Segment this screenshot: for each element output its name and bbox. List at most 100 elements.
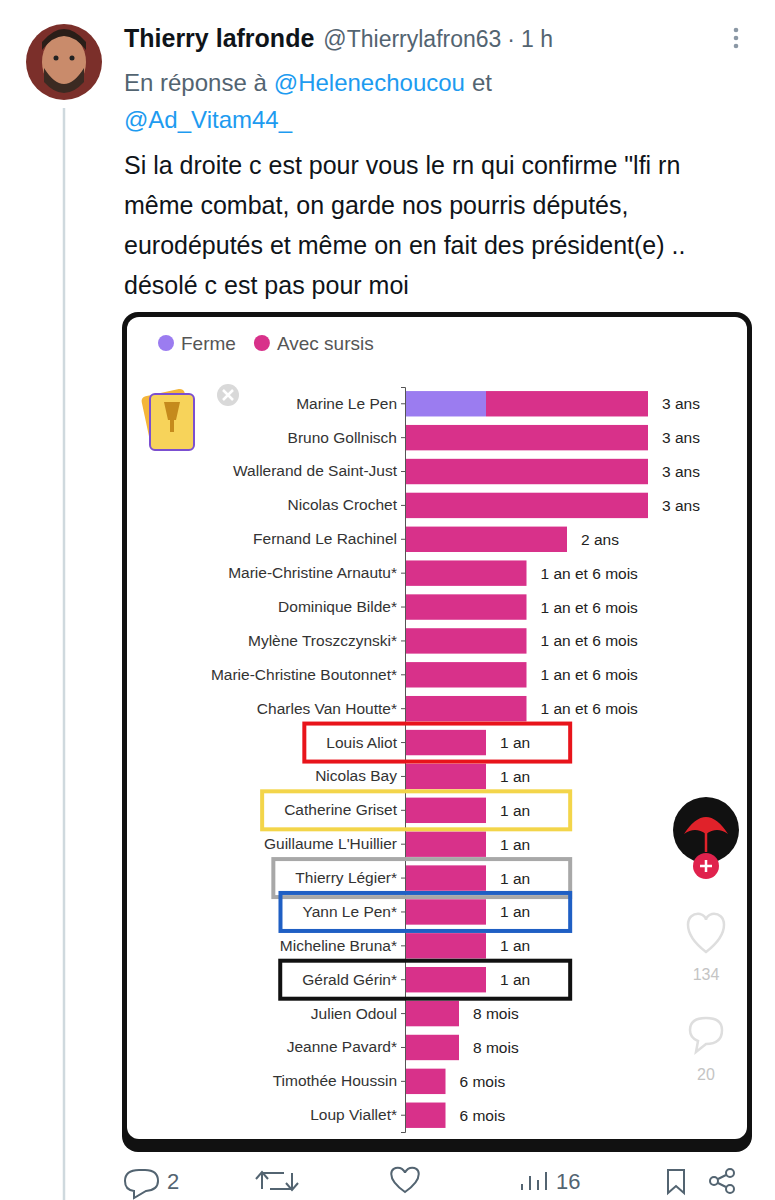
bar bbox=[405, 391, 486, 416]
tick: Marine Le Pen bbox=[296, 395, 405, 412]
tick-label: Marie-Christine Arnautu* bbox=[228, 564, 397, 581]
total-label: 6 mois bbox=[460, 1107, 506, 1124]
total-label: 8 mois bbox=[473, 1005, 519, 1022]
media-frame[interactable] bbox=[122, 312, 752, 1152]
tick-label: Nicolas Bay bbox=[315, 767, 397, 784]
tick: Guillaume L'Huillier bbox=[264, 835, 405, 852]
tick-mark bbox=[401, 1081, 405, 1082]
tick-mark bbox=[401, 539, 405, 540]
tick-mark bbox=[401, 437, 405, 438]
tick: Julien Odoul bbox=[311, 1005, 405, 1022]
more-menu[interactable] bbox=[734, 28, 739, 49]
highlight-box bbox=[262, 791, 570, 829]
share-button[interactable] bbox=[710, 1169, 734, 1193]
sticker[interactable] bbox=[141, 388, 196, 452]
handle[interactable]: @Thierrylafron63 bbox=[323, 26, 501, 52]
tick-label: Timothée Houssin bbox=[273, 1072, 397, 1089]
total-labels: 3 ans3 ans3 ans3 ans2 ans1 an et 6 mois1… bbox=[460, 395, 701, 1123]
tick-mark bbox=[401, 708, 405, 709]
total-label: 1 an bbox=[500, 734, 530, 751]
bar bbox=[405, 628, 527, 653]
time[interactable]: 1 h bbox=[521, 26, 553, 52]
tick-mark bbox=[401, 878, 405, 879]
bar bbox=[405, 865, 486, 890]
tick-mark bbox=[401, 607, 405, 608]
highlight-box bbox=[280, 893, 570, 931]
author-name[interactable]: Thierry lafronde bbox=[124, 24, 314, 52]
close-button[interactable] bbox=[217, 384, 239, 406]
tick-mark bbox=[401, 1013, 405, 1014]
total-label: 1 an et 6 mois bbox=[541, 632, 639, 649]
tick-mark bbox=[401, 844, 405, 845]
total-label: 1 an et 6 mois bbox=[541, 700, 639, 717]
tick: Wallerand de Saint-Just bbox=[233, 462, 405, 479]
like-count: 134 bbox=[693, 966, 720, 983]
tick: Loup Viallet* bbox=[310, 1106, 405, 1123]
tick-label: Jeanne Pavard* bbox=[287, 1038, 397, 1055]
tweet-text: même combat, on garde nos pourris député… bbox=[124, 191, 628, 219]
tweet-text: Si la droite c est pour vous le rn qui c… bbox=[124, 151, 680, 179]
reply-line: En réponse à @Helenechoucou et bbox=[124, 69, 492, 96]
menu-dot bbox=[734, 44, 739, 49]
tick-mark bbox=[401, 573, 405, 574]
reply-prefix: En réponse à bbox=[124, 69, 267, 96]
bar bbox=[405, 527, 567, 552]
reply-button[interactable] bbox=[125, 1170, 158, 1198]
bar bbox=[405, 1103, 446, 1128]
repost-button[interactable] bbox=[256, 1172, 298, 1190]
bar bbox=[405, 459, 648, 484]
highlight-box bbox=[280, 961, 570, 999]
highlights bbox=[262, 724, 570, 999]
tick: Yann Le Pen* bbox=[302, 903, 405, 920]
tick-mark bbox=[401, 640, 405, 641]
tick-label: Mylène Troszczynski* bbox=[248, 632, 397, 649]
comment-count: 20 bbox=[697, 1066, 715, 1083]
view-count: 16 bbox=[556, 1169, 580, 1194]
tick: Nicolas Crochet bbox=[288, 496, 405, 513]
reply-joiner: et bbox=[472, 69, 492, 96]
like-button[interactable] bbox=[688, 914, 724, 952]
reply-handle[interactable]: @Ad_Vitam44_ bbox=[124, 106, 293, 133]
legend: Ferme Avec sursis bbox=[158, 333, 374, 354]
bar bbox=[405, 967, 486, 992]
reply-handle[interactable]: @Helenechoucou bbox=[274, 69, 465, 96]
tick-label: Gérald Gérin* bbox=[302, 971, 397, 988]
total-label: 1 an et 6 mois bbox=[541, 565, 639, 582]
total-label: 6 mois bbox=[460, 1073, 506, 1090]
channel-logo[interactable] bbox=[673, 797, 739, 879]
tick-mark bbox=[401, 945, 405, 946]
bar bbox=[405, 1035, 459, 1060]
comment-button[interactable] bbox=[690, 1018, 722, 1052]
tick-label: Catherine Griset bbox=[284, 801, 398, 818]
tick-mark bbox=[401, 1047, 405, 1048]
tick: Charles Van Houtte* bbox=[257, 700, 405, 717]
menu-dot bbox=[734, 28, 739, 33]
total-label: 2 ans bbox=[581, 531, 619, 548]
legend-label: Ferme bbox=[181, 333, 236, 354]
tick-mark bbox=[401, 979, 405, 980]
tick-mark bbox=[401, 1115, 405, 1116]
avatar[interactable] bbox=[26, 24, 102, 100]
tick: Timothée Houssin bbox=[273, 1072, 405, 1089]
bar bbox=[405, 764, 486, 789]
total-label: 1 an et 6 mois bbox=[541, 599, 639, 616]
bar bbox=[405, 933, 486, 958]
tick: Thierry Légier* bbox=[295, 869, 405, 886]
legend-label: Avec sursis bbox=[277, 333, 374, 354]
tick: Louis Aliot bbox=[326, 734, 405, 751]
bar bbox=[405, 425, 648, 450]
bar bbox=[405, 798, 486, 823]
views-button[interactable] bbox=[522, 1172, 546, 1190]
tick-label: Micheline Bruna* bbox=[280, 937, 397, 954]
like-tweet-button[interactable] bbox=[391, 1168, 419, 1192]
total-label: 1 an bbox=[500, 802, 530, 819]
bookmark-button[interactable] bbox=[668, 1170, 684, 1193]
tick-label: Marie-Christine Boutonnet* bbox=[211, 666, 397, 683]
tick-label: Dominique Bilde* bbox=[278, 598, 397, 615]
tick: Catherine Griset bbox=[284, 801, 405, 818]
highlight-box bbox=[304, 724, 570, 762]
legend-swatch bbox=[158, 335, 174, 351]
bar bbox=[486, 391, 648, 416]
total-label: 1 an bbox=[500, 971, 530, 988]
tick: Marie-Christine Boutonnet* bbox=[211, 666, 405, 683]
